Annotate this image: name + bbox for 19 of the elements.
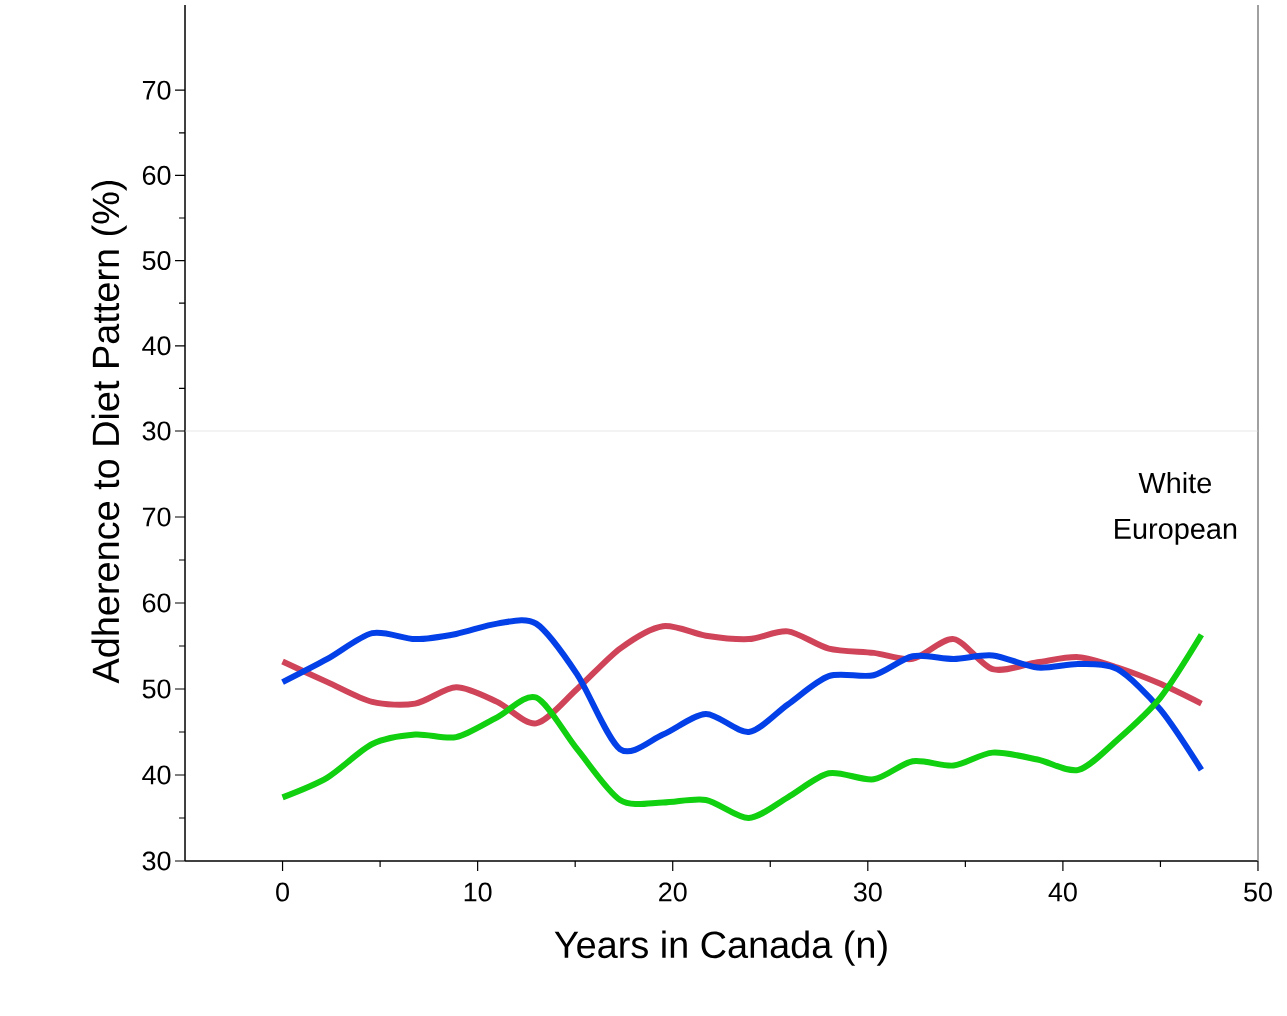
x-tick-label: 40 bbox=[1048, 882, 1077, 902]
y-tick-label: 50 bbox=[142, 251, 171, 271]
x-tick-label: 0 bbox=[276, 882, 289, 902]
x-tick-label: 20 bbox=[659, 882, 687, 902]
y-axis-title: Adherence to Diet Pattern (%) bbox=[91, 180, 127, 684]
x-axis-title: Years in Canada (n) bbox=[554, 930, 887, 966]
y-tick-label: 60 bbox=[142, 165, 171, 185]
x-tick-label: 30 bbox=[853, 882, 882, 902]
x-tick-label: 50 bbox=[1244, 882, 1272, 902]
y-tick-label: 70 bbox=[142, 507, 171, 527]
y-tick-label: 40 bbox=[142, 336, 171, 356]
y-tick-label: 30 bbox=[142, 421, 171, 441]
y-tick-label: 60 bbox=[142, 593, 171, 613]
y-tick-label: 30 bbox=[142, 851, 171, 871]
y-tick-label: 50 bbox=[142, 679, 171, 699]
x-tick-label: 10 bbox=[464, 882, 492, 902]
y-tick-label: 70 bbox=[142, 80, 171, 100]
annotation: White European bbox=[1115, 472, 1237, 545]
y-tick-label: 40 bbox=[142, 765, 171, 785]
